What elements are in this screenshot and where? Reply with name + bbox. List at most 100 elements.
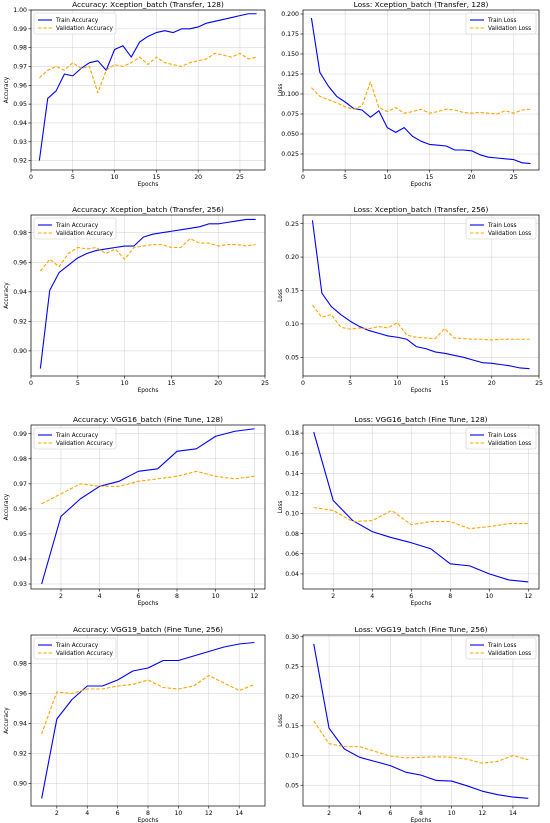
chart-panel: Accuracy: VGG16_batch (Fine Tune, 128) 2 4…: [4, 415, 266, 607]
train-data-point: [86, 685, 88, 687]
train-data-point: [389, 765, 391, 767]
x-axis-label: Epochs: [138, 818, 159, 823]
x-tick-label: 0: [29, 174, 33, 181]
validation-series-line: [39, 238, 256, 272]
y-tick-label: 0.97: [13, 64, 27, 71]
x-tick-label: 12: [478, 810, 486, 817]
train-data-point: [97, 60, 99, 62]
legend-box: [465, 217, 537, 240]
y-tick-label: 0.92: [13, 318, 27, 325]
validation-data-point: [361, 105, 363, 107]
train-data-point: [117, 679, 119, 681]
legend-label: Validation Loss: [488, 26, 531, 32]
train-series-line: [310, 17, 531, 165]
y-tick-label: 0.96: [13, 259, 27, 266]
validation-data-point: [155, 56, 157, 58]
train-data-point: [41, 583, 43, 585]
validation-data-point: [208, 242, 210, 244]
legend-label: Train Loss: [487, 18, 516, 24]
train-data-point: [208, 223, 210, 225]
train-data-point: [429, 144, 431, 146]
validation-data-point: [370, 81, 372, 83]
train-data-point: [236, 220, 238, 222]
train-data-point: [124, 245, 126, 247]
validation-data-point: [420, 108, 422, 110]
validation-data-point: [223, 682, 225, 684]
validation-data-point: [64, 69, 66, 71]
validation-data-point: [444, 328, 446, 330]
validation-data-point: [462, 112, 464, 114]
train-data-point: [530, 163, 532, 165]
validation-data-point: [479, 112, 481, 114]
validation-data-point: [527, 759, 529, 761]
train-data-point: [444, 352, 446, 354]
x-tick-label: 0: [301, 174, 305, 181]
y-tick-label: 0.92: [13, 158, 27, 165]
validation-data-point: [114, 64, 116, 66]
y-tick-label: 0.06: [285, 551, 299, 558]
validation-series-line: [311, 81, 531, 115]
validation-data-point: [397, 322, 399, 324]
train-series-line: [41, 428, 255, 585]
validation-data-point: [445, 108, 447, 110]
validation-data-point: [253, 475, 255, 477]
x-tick-label: 25: [236, 174, 244, 181]
validation-data-point: [195, 470, 197, 472]
legend-label: Validation Accuracy: [56, 26, 114, 32]
train-data-point: [60, 515, 62, 517]
validation-data-point: [215, 475, 217, 477]
chart-panel: Accuracy: Xception_batch (Transfer, 256)…: [4, 205, 269, 394]
train-data-point: [193, 655, 195, 657]
train-data-point: [147, 35, 149, 37]
y-tick-label: 0.10: [285, 511, 299, 518]
legend-box: [465, 12, 537, 35]
validation-data-point: [471, 112, 473, 114]
y-tick-label: 0.99: [13, 26, 27, 33]
train-data-point: [64, 73, 66, 75]
train-data-point: [72, 75, 74, 77]
validation-data-point: [389, 755, 391, 757]
train-data-point: [420, 140, 422, 142]
validation-data-point: [336, 102, 338, 104]
y-axis-label: Accuracy: [4, 76, 10, 103]
y-tick-label: 0.150: [281, 51, 299, 58]
train-data-point: [39, 368, 41, 370]
train-data-point: [223, 646, 225, 648]
train-data-point: [312, 219, 314, 221]
y-tick-label: 0.94: [13, 556, 27, 563]
y-tick-label: 0.94: [13, 721, 27, 728]
y-tick-label: 0.96: [13, 82, 27, 89]
train-data-point: [391, 537, 393, 539]
chart-panel: Accuracy: VGG19_batch (Fine Tune, 256) 2 4…: [4, 625, 266, 823]
validation-data-point: [197, 60, 199, 62]
validation-data-point: [162, 687, 164, 689]
legend-box: [465, 427, 537, 450]
train-data-point: [508, 579, 510, 581]
validation-data-point: [425, 337, 427, 339]
y-tick-label: 0.075: [281, 111, 299, 118]
plot-frame: [302, 9, 540, 171]
validation-data-point: [327, 99, 329, 101]
validation-data-point: [491, 339, 493, 341]
x-tick-label: 6: [388, 810, 392, 817]
validation-data-point: [321, 316, 323, 318]
y-tick-label: 0.99: [13, 431, 27, 438]
validation-data-point: [234, 478, 236, 480]
y-tick-label: 0.98: [13, 230, 27, 237]
train-data-point: [466, 785, 468, 787]
legend-label: Validation Accuracy: [56, 651, 114, 657]
train-data-point: [496, 157, 498, 159]
validation-data-point: [147, 679, 149, 681]
legend-label: Train Accuracy: [55, 433, 99, 439]
validation-data-point: [512, 755, 514, 757]
validation-data-point: [466, 758, 468, 760]
validation-series-line: [41, 674, 255, 735]
train-data-point: [89, 62, 91, 64]
validation-data-point: [328, 743, 330, 745]
train-data-point: [214, 20, 216, 22]
train-data-point: [488, 573, 490, 575]
train-data-point: [197, 26, 199, 28]
y-tick-label: 0.96: [13, 691, 27, 698]
train-data-point: [71, 699, 73, 701]
train-data-point: [328, 727, 330, 729]
